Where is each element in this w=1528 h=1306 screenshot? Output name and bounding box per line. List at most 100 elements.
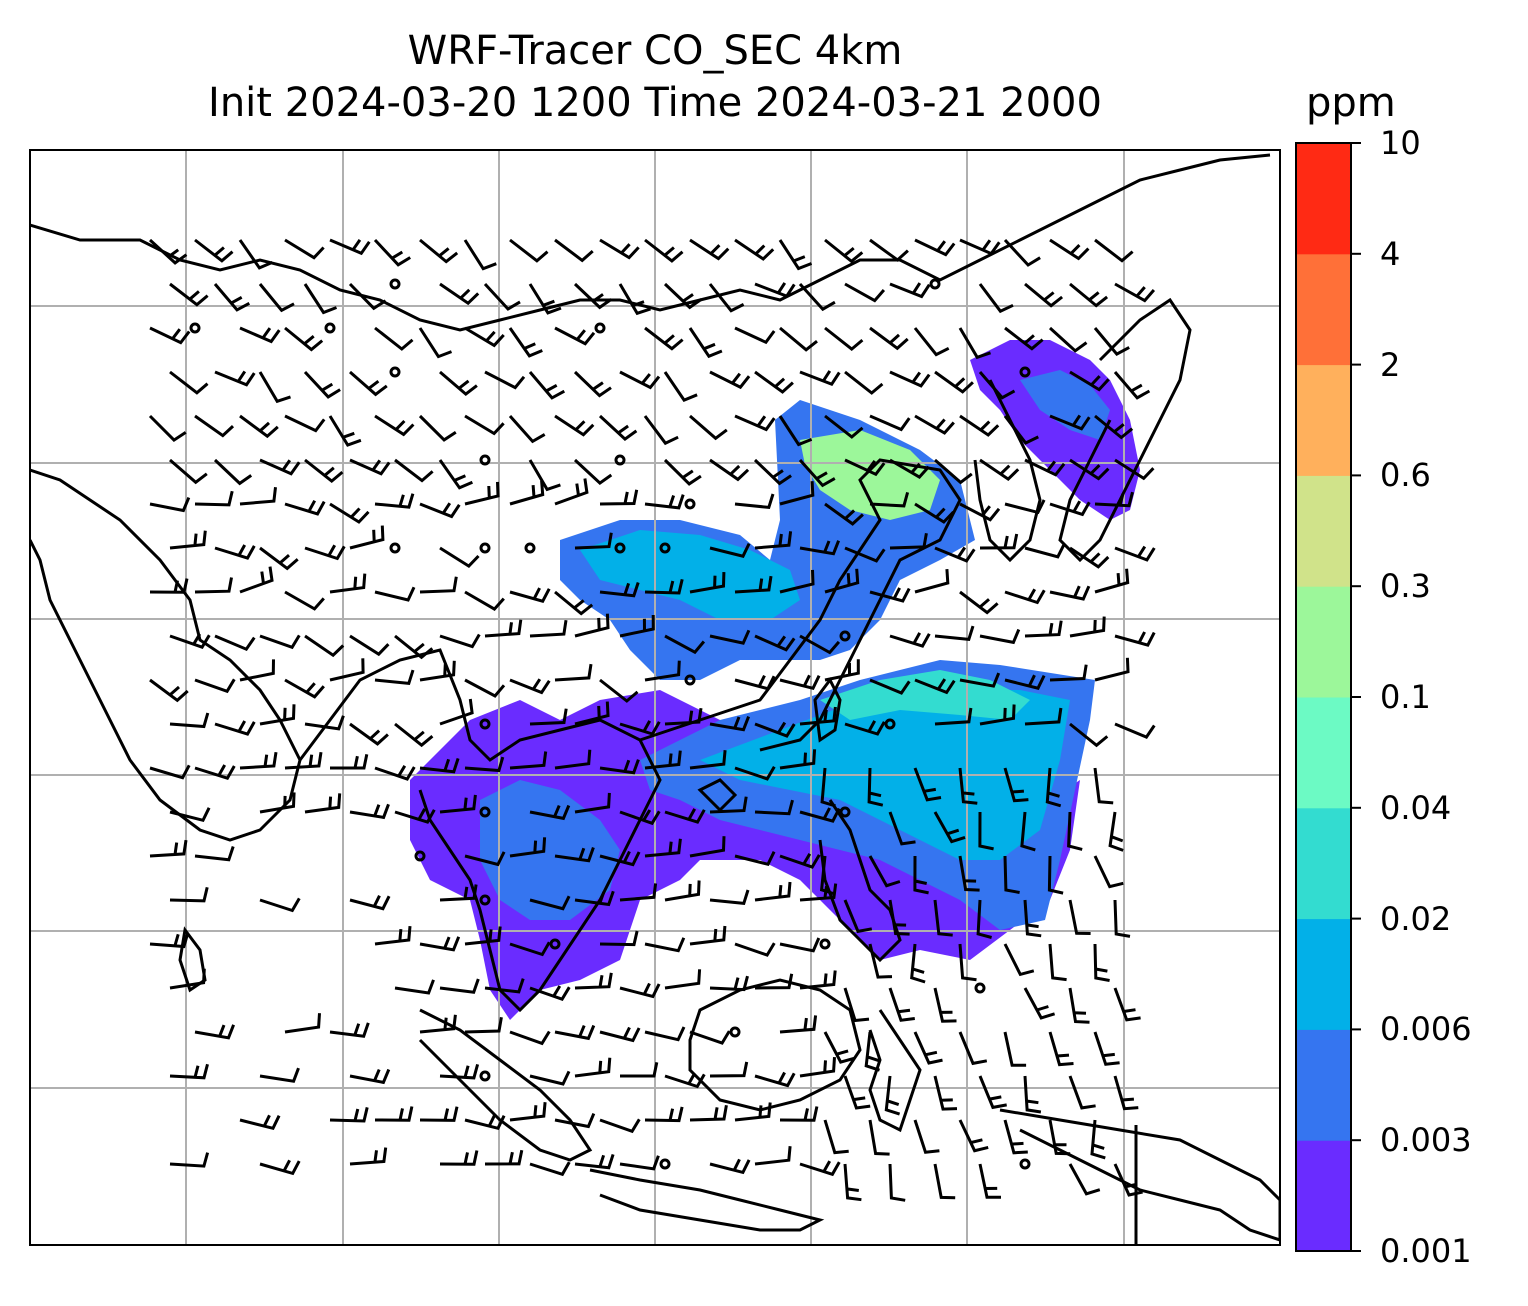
wind-barb xyxy=(529,1070,571,1086)
wind-barb xyxy=(1114,722,1156,739)
wind-barb xyxy=(709,975,749,992)
wind-barb xyxy=(599,930,639,947)
wind-barb xyxy=(554,663,593,682)
wind-barb xyxy=(978,283,1014,314)
wind-barb xyxy=(1003,767,1029,803)
wind-barb xyxy=(484,619,523,638)
wind-barb xyxy=(1024,543,1066,559)
wind-barb xyxy=(149,678,189,703)
wind-barb xyxy=(149,764,191,780)
wind-barb xyxy=(778,239,813,271)
wind-barb xyxy=(799,883,838,902)
wind-barb xyxy=(554,326,596,346)
wind-barb xyxy=(509,837,547,858)
wind-barb xyxy=(824,568,860,594)
wind-barb xyxy=(799,370,841,387)
wind-barb xyxy=(259,792,296,814)
wind-barb xyxy=(688,327,723,359)
wind-barb-calm xyxy=(839,630,851,642)
wind-barb xyxy=(913,327,950,357)
wind-barb xyxy=(1113,1163,1143,1197)
wind-barb xyxy=(1003,855,1020,894)
wind-barb xyxy=(349,634,390,657)
wind-barb xyxy=(1049,664,1088,682)
wind-barb xyxy=(664,634,706,655)
wind-barb xyxy=(1004,326,1044,351)
wind-barb xyxy=(709,629,751,645)
wind-barb xyxy=(958,1031,988,1066)
wind-barb xyxy=(599,1118,641,1134)
wind-barb-calm xyxy=(1019,366,1031,378)
wind-barb-calm xyxy=(479,806,491,818)
wind-barb xyxy=(419,238,459,264)
wind-barb xyxy=(169,712,210,729)
wind-barb xyxy=(169,807,211,823)
wind-barb xyxy=(914,414,955,435)
wind-barb xyxy=(933,811,966,844)
wind-barb xyxy=(824,414,864,439)
wind-barb xyxy=(528,371,566,400)
wind-barb xyxy=(734,493,775,510)
wind-barb xyxy=(284,414,326,433)
wind-barb xyxy=(618,283,651,316)
wind-barb xyxy=(799,807,841,823)
wind-barb xyxy=(284,326,324,352)
wind-barb xyxy=(914,502,955,524)
wind-barb xyxy=(933,1075,958,1111)
wind-barb-calm xyxy=(479,454,491,466)
wind-barb xyxy=(1069,546,1110,569)
wind-barb xyxy=(599,1026,641,1043)
wind-barb xyxy=(644,660,681,682)
wind-barb xyxy=(574,890,615,907)
wind-barb xyxy=(798,282,836,312)
wind-barb xyxy=(958,767,978,805)
wind-barb xyxy=(869,678,911,695)
wind-barb xyxy=(1068,987,1090,1024)
wind-barb xyxy=(644,238,684,263)
wind-barb xyxy=(888,899,910,936)
wind-barb xyxy=(1093,1031,1120,1066)
wind-barb xyxy=(663,371,698,402)
wind-barb xyxy=(529,619,568,638)
wind-barb xyxy=(374,326,414,351)
wind-barb xyxy=(1069,722,1109,748)
wind-barb xyxy=(439,794,477,814)
wind-barb xyxy=(284,238,325,260)
wind-barb xyxy=(464,481,500,506)
wind-barb xyxy=(754,1071,796,1088)
wind-barb xyxy=(464,326,505,348)
wind-barb xyxy=(483,282,521,311)
colorbar-segment xyxy=(1296,364,1351,476)
wind-barb xyxy=(1049,500,1091,517)
wind-barb xyxy=(169,282,209,307)
wind-barb xyxy=(798,459,836,488)
wind-barb xyxy=(1114,458,1155,481)
wind-barb xyxy=(619,720,661,736)
coastline-newguinea xyxy=(999,1108,1280,1242)
wind-barb xyxy=(194,764,236,780)
wind-barb-calm xyxy=(414,850,426,862)
wind-barb xyxy=(418,414,457,442)
wind-barb xyxy=(644,326,684,351)
wind-barb xyxy=(258,283,295,313)
wind-barb xyxy=(644,578,684,595)
wind-barb xyxy=(574,792,611,814)
wind-barb xyxy=(889,632,931,648)
colorbar-tick-label: 0.3 xyxy=(1380,567,1431,606)
wind-barb xyxy=(374,1106,414,1122)
coastline-hainan xyxy=(697,778,738,813)
wind-barb xyxy=(1024,707,1063,726)
wind-barb xyxy=(1049,238,1090,261)
wind-barb xyxy=(284,1013,321,1034)
wind-barb xyxy=(169,886,209,903)
colorbar-tick-label: 0.6 xyxy=(1380,456,1431,495)
wind-barb xyxy=(664,808,706,824)
wind-barb-calm xyxy=(479,1070,491,1082)
wind-barb xyxy=(259,897,301,913)
wind-barb xyxy=(259,1067,300,1083)
wind-barb xyxy=(529,804,571,821)
wind-barb xyxy=(509,587,551,603)
wind-barb xyxy=(464,851,506,867)
wind-barb xyxy=(779,569,815,594)
wind-barb xyxy=(779,749,817,770)
